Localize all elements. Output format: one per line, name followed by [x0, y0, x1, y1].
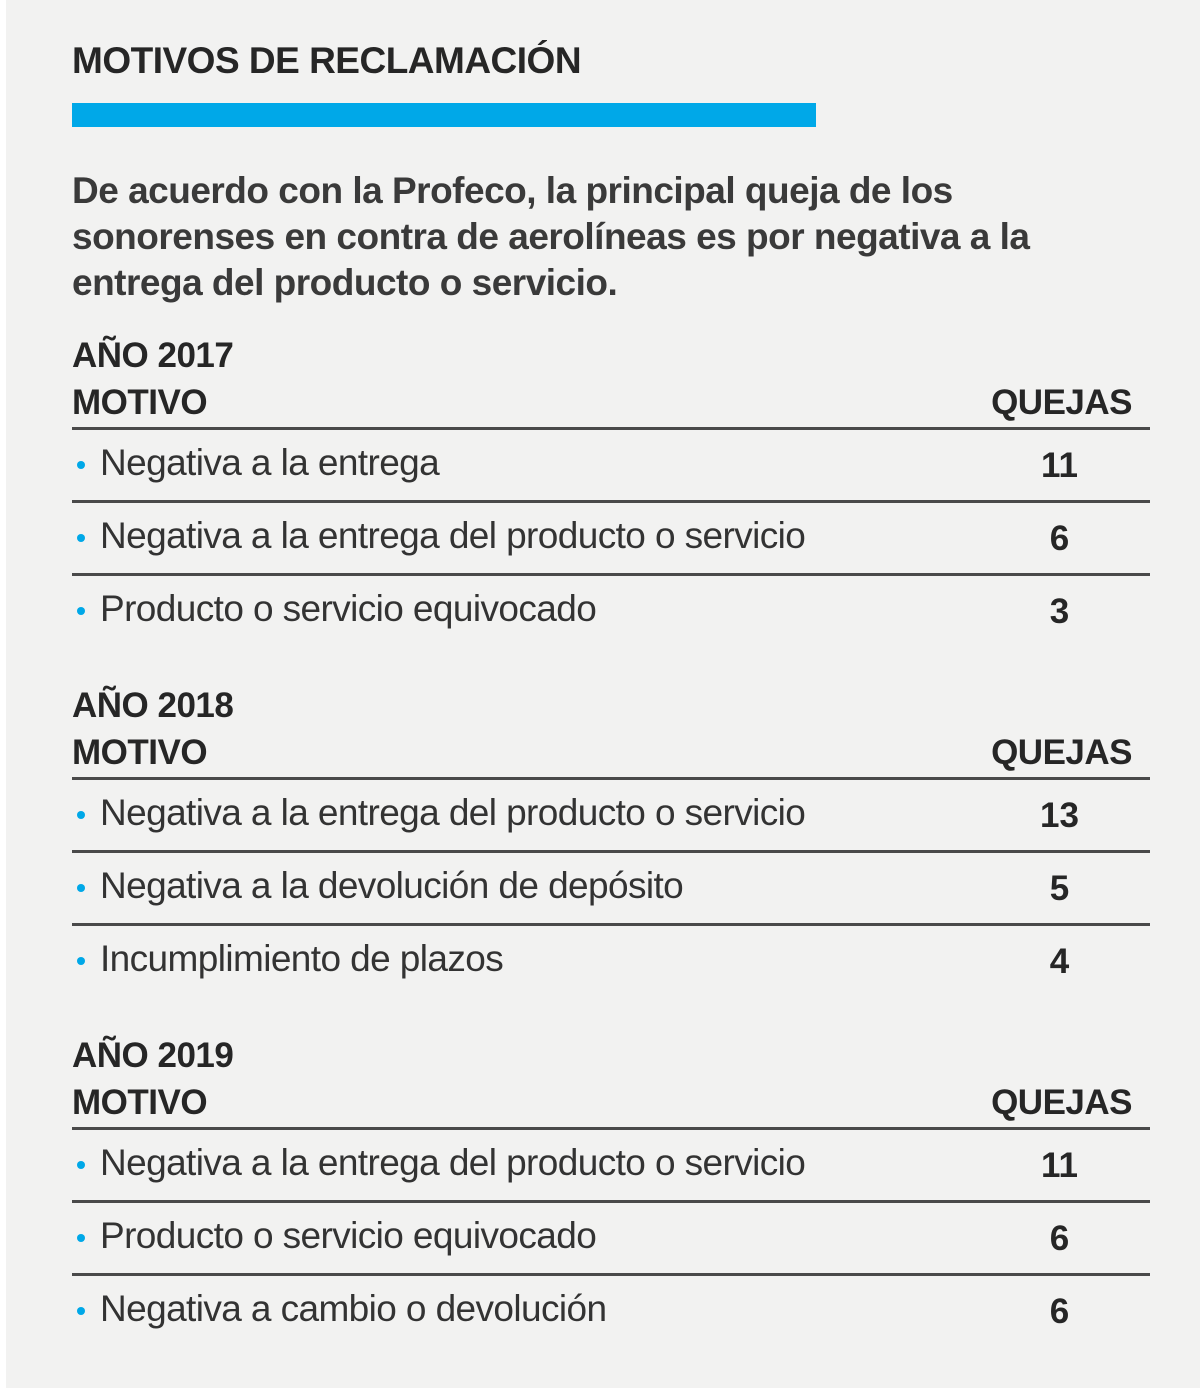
quejas-cell: 6: [1049, 1219, 1070, 1258]
bullet-icon: [77, 461, 85, 469]
section-2017: AÑO 2017 MOTIVO QUEJAS Negativa a la ent…: [72, 333, 1150, 646]
section-year: AÑO 2017: [72, 336, 234, 375]
bullet-icon: [77, 811, 85, 819]
section-year: AÑO 2019: [72, 1036, 234, 1075]
quejas-cell: 13: [1040, 796, 1079, 835]
table-row: Negativa a la devolución de depósito 5: [72, 853, 1150, 926]
intro-paragraph: De acuerdo con la Profeco, la principal …: [72, 170, 1030, 303]
quejas-cell: 11: [1041, 446, 1078, 485]
table-row: Negativa a la entrega del producto o ser…: [72, 780, 1150, 853]
bullet-icon: [77, 1307, 85, 1315]
quejas-cell: 4: [1049, 942, 1070, 981]
motivo-cell: Negativa a la entrega del producto o ser…: [100, 515, 806, 556]
bullet-icon: [77, 957, 85, 965]
quejas-column-header: QUEJAS: [991, 1083, 1132, 1122]
table-row: Negativa a cambio o devolución 6: [72, 1276, 1150, 1346]
table-row: Negativa a la entrega del producto o ser…: [72, 1130, 1150, 1203]
motivo-column-header: MOTIVO: [72, 1083, 208, 1122]
motivo-cell: Incumplimiento de plazos: [100, 938, 504, 979]
section-2019: AÑO 2019 MOTIVO QUEJAS Negativa a la ent…: [72, 1033, 1150, 1346]
motivo-cell: Negativa a la entrega del producto o ser…: [100, 1142, 806, 1183]
bullet-icon: [77, 884, 85, 892]
table-row: Incumplimiento de plazos 4: [72, 926, 1150, 996]
motivo-column-header: MOTIVO: [72, 383, 208, 422]
motivo-cell: Negativa a cambio o devolución: [100, 1288, 607, 1329]
motivo-column-header: MOTIVO: [72, 733, 208, 772]
table-header: MOTIVO QUEJAS: [72, 729, 1150, 780]
bullet-icon: [77, 534, 85, 542]
quejas-cell: 6: [1049, 519, 1070, 558]
quejas-column-header: QUEJAS: [991, 383, 1132, 422]
page-title: MOTIVOS DE RECLAMACIÓN: [72, 40, 582, 81]
motivo-cell: Negativa a la devolución de depósito: [100, 865, 684, 906]
motivo-cell: Producto o servicio equivocado: [100, 1215, 597, 1256]
quejas-cell: 11: [1041, 1146, 1078, 1185]
title-accent-bar: [72, 103, 816, 127]
motivo-cell: Negativa a la entrega del producto o ser…: [100, 792, 806, 833]
table-row: Negativa a la entrega del producto o ser…: [72, 503, 1150, 576]
bullet-icon: [77, 607, 85, 615]
quejas-column-header: QUEJAS: [991, 733, 1132, 772]
table-row: Negativa a la entrega 11: [72, 430, 1150, 503]
motivo-cell: Negativa a la entrega: [100, 442, 440, 483]
table-header: MOTIVO QUEJAS: [72, 379, 1150, 430]
section-year: AÑO 2018: [72, 686, 234, 725]
table-row: Producto o servicio equivocado 6: [72, 1203, 1150, 1276]
infographic-panel: MOTIVOS DE RECLAMACIÓN De acuerdo con la…: [6, 0, 1200, 1388]
quejas-cell: 6: [1049, 1292, 1070, 1331]
motivo-cell: Producto o servicio equivocado: [100, 588, 597, 629]
table-header: MOTIVO QUEJAS: [72, 1079, 1150, 1130]
bullet-icon: [77, 1234, 85, 1242]
section-2018: AÑO 2018 MOTIVO QUEJAS Negativa a la ent…: [72, 683, 1150, 996]
quejas-cell: 5: [1049, 869, 1070, 908]
quejas-cell: 3: [1049, 592, 1070, 631]
bullet-icon: [77, 1161, 85, 1169]
table-row: Producto o servicio equivocado 3: [72, 576, 1150, 646]
